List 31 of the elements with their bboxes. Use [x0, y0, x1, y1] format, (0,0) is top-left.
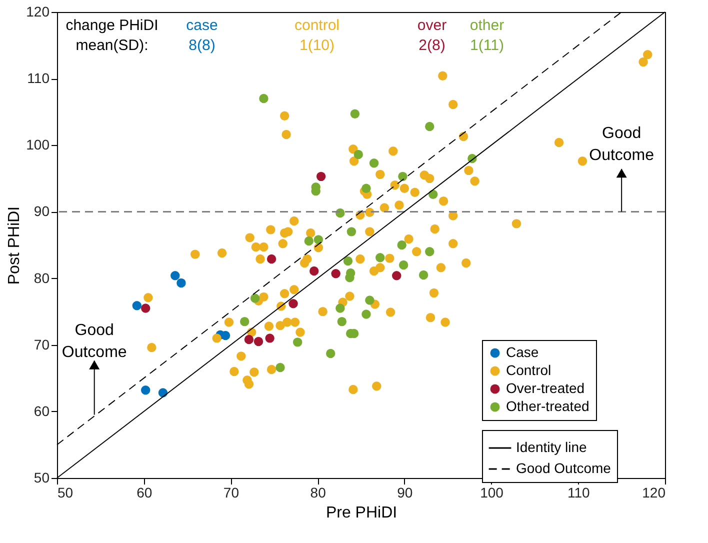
y-tick-label: 120 — [26, 4, 50, 20]
x-tick-label: 100 — [480, 484, 504, 500]
annotation: Good Outcome — [589, 125, 654, 164]
x-tick-label: 80 — [310, 484, 326, 500]
legend-label: Over-treated — [506, 380, 585, 396]
y-tick-label: 100 — [26, 136, 50, 153]
y-axis-title: Post PHiDI — [6, 206, 24, 285]
x-tick-label: 60 — [136, 484, 152, 500]
annotation: change PHiDI mean(SD): — [66, 17, 158, 54]
y-tick-label: 50 — [34, 470, 50, 486]
x-axis-title: Pre PHiDI — [326, 504, 398, 522]
x-tick-label: 70 — [223, 484, 240, 500]
x-tick-label: 110 — [567, 484, 590, 500]
x-tick-label: 50 — [58, 484, 74, 500]
y-tick-label: 60 — [34, 402, 50, 419]
y-tick-label: 80 — [34, 270, 50, 286]
x-tick-label: 90 — [397, 484, 413, 500]
y-tick-label: 70 — [34, 336, 50, 352]
legend-label: Good Outcome — [516, 460, 612, 476]
legend-label: Identity line — [516, 439, 588, 455]
y-tick-label: 110 — [27, 70, 50, 86]
annotation: other 1(11) — [470, 17, 504, 54]
annotation: Good Outcome — [62, 322, 127, 362]
annotation: case 8(8) — [186, 17, 218, 54]
annotation: over 2(8) — [417, 17, 447, 54]
x-tick-label: 120 — [642, 484, 666, 500]
legend-label: Control — [506, 362, 552, 378]
y-tick-label: 90 — [34, 203, 50, 220]
legend-label: Other-treated — [506, 398, 590, 414]
legend-label: Case — [506, 344, 539, 360]
annotation: control 1(10) — [294, 17, 340, 54]
